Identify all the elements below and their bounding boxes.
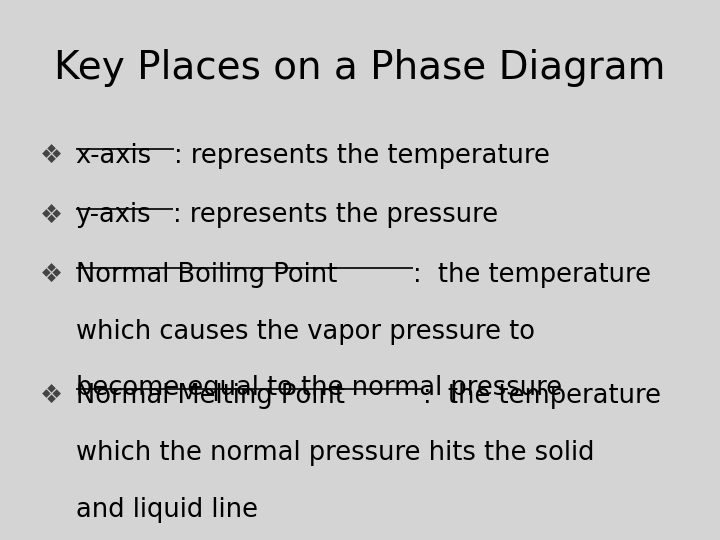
Text: Normal Melting Point: Normal Melting Point (76, 383, 345, 409)
Text: become equal to the normal pressure: become equal to the normal pressure (76, 375, 562, 401)
Text: : represents the temperature: : represents the temperature (174, 143, 549, 169)
Text: y-axis: y-axis (76, 202, 151, 228)
Text: Key Places on a Phase Diagram: Key Places on a Phase Diagram (54, 49, 666, 86)
Text: : represents the pressure: : represents the pressure (174, 202, 498, 228)
Text: :  the temperature: : the temperature (423, 383, 661, 409)
Text: ❖: ❖ (40, 262, 63, 288)
Text: ❖: ❖ (40, 202, 63, 228)
Text: Normal Boiling Point: Normal Boiling Point (76, 262, 337, 288)
Text: :  the temperature: : the temperature (413, 262, 651, 288)
Text: ❖: ❖ (40, 143, 63, 169)
Text: and liquid line: and liquid line (76, 497, 258, 523)
Text: which the normal pressure hits the solid: which the normal pressure hits the solid (76, 440, 594, 466)
Text: which causes the vapor pressure to: which causes the vapor pressure to (76, 319, 534, 345)
Text: ❖: ❖ (40, 383, 63, 409)
Text: x-axis: x-axis (76, 143, 152, 169)
